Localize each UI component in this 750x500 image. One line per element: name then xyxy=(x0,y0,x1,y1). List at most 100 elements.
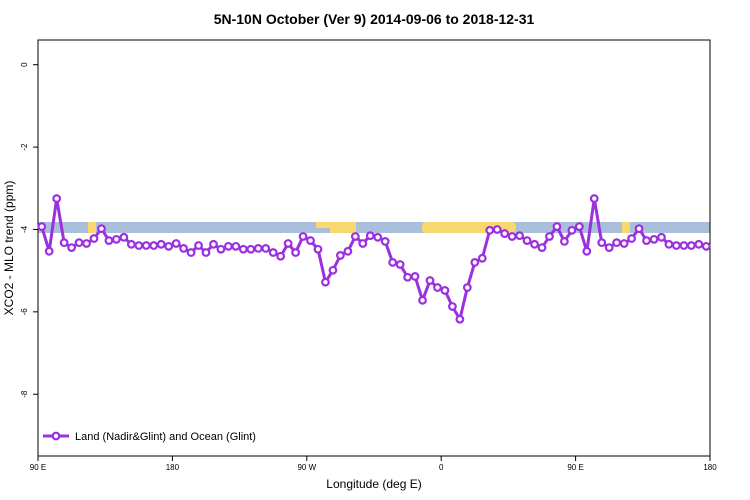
data-point xyxy=(321,277,330,287)
data-point xyxy=(246,244,256,254)
data-point xyxy=(104,236,114,245)
data-point xyxy=(403,272,413,282)
data-point xyxy=(500,229,510,238)
data-point xyxy=(657,232,666,242)
data-point xyxy=(134,241,144,250)
x-tick-label: 180 xyxy=(703,463,717,472)
y-axis-label: XCO2 - MLO trend (ppm) xyxy=(2,181,16,316)
y-tick-label: -6 xyxy=(20,308,29,316)
data-point xyxy=(67,243,76,252)
data-point xyxy=(194,241,203,250)
data-point xyxy=(261,244,271,253)
data-point xyxy=(477,253,487,263)
chart-title: 5N-10N October (Ver 9) 2014-09-06 to 201… xyxy=(214,11,535,27)
data-point xyxy=(97,224,106,234)
data-point xyxy=(597,238,607,248)
data-point xyxy=(313,244,323,254)
data-point xyxy=(380,237,390,246)
data-point xyxy=(470,258,480,267)
x-tick-label: 0 xyxy=(439,463,444,472)
data-point xyxy=(231,241,241,251)
data-point xyxy=(291,248,301,257)
data-point xyxy=(701,241,711,251)
data-point xyxy=(238,244,248,254)
data-point xyxy=(328,265,338,275)
legend-label: Land (Nadir&Glint) and Ocean (Glint) xyxy=(75,431,256,443)
data-point xyxy=(440,286,450,295)
data-point xyxy=(306,236,315,245)
y-tick-label: -2 xyxy=(20,143,29,151)
data-point xyxy=(276,251,286,261)
data-point xyxy=(433,283,442,292)
data-point xyxy=(455,314,465,324)
data-point xyxy=(253,244,263,253)
data-point xyxy=(649,234,659,244)
series-line xyxy=(40,197,707,321)
y-tick-label: -4 xyxy=(20,225,29,233)
data-point xyxy=(545,232,554,241)
data-point xyxy=(141,241,151,250)
data-point xyxy=(425,276,435,285)
x-tick-label: 90 E xyxy=(567,463,583,472)
data-point xyxy=(395,260,405,269)
data-point xyxy=(283,239,293,248)
data-point xyxy=(171,239,181,248)
y-tick-label: 0 xyxy=(20,62,29,67)
data-point xyxy=(612,238,622,248)
data-point xyxy=(627,234,636,243)
data-point xyxy=(537,243,547,252)
x-tick-label: 90 E xyxy=(30,463,46,472)
data-point xyxy=(679,241,689,250)
data-point xyxy=(186,248,196,257)
data-point xyxy=(373,232,383,242)
data-point xyxy=(410,272,420,281)
data-point xyxy=(589,194,599,203)
data-point xyxy=(119,232,129,242)
data-point xyxy=(82,239,91,248)
data-point xyxy=(156,239,166,249)
data-point xyxy=(126,239,136,249)
data-point xyxy=(530,239,539,249)
data-point xyxy=(111,234,121,244)
data-point xyxy=(686,241,696,250)
data-point xyxy=(515,231,524,241)
data-point xyxy=(268,248,278,257)
data-point xyxy=(672,241,681,250)
data-point xyxy=(574,222,584,231)
data-point xyxy=(209,239,218,249)
data-point xyxy=(507,232,517,241)
data-point xyxy=(552,222,562,231)
data-point xyxy=(462,283,472,292)
data-point xyxy=(358,239,368,248)
x-tick-label: 90 W xyxy=(297,463,316,472)
data-point xyxy=(418,295,427,305)
map-strip xyxy=(38,222,710,233)
x-tick-label: 180 xyxy=(166,463,180,472)
legend-marker xyxy=(51,431,61,441)
data-point xyxy=(664,239,674,249)
y-tick-label: -8 xyxy=(20,390,29,398)
data-point xyxy=(201,248,211,257)
data-point xyxy=(223,241,233,251)
data-point xyxy=(492,225,502,234)
data-point xyxy=(59,238,69,248)
data-point xyxy=(560,237,569,246)
data-point xyxy=(485,225,495,235)
data-point xyxy=(298,232,308,241)
data-point xyxy=(44,246,54,256)
data-point xyxy=(179,244,189,253)
data-point xyxy=(694,239,704,249)
data-point xyxy=(567,225,577,235)
data-point xyxy=(582,246,592,256)
data-point xyxy=(216,244,226,254)
data-point xyxy=(604,243,614,252)
data-point xyxy=(350,232,360,241)
data-point xyxy=(89,234,99,243)
data-point xyxy=(149,241,159,250)
data-point xyxy=(37,222,47,231)
data-point xyxy=(642,236,651,245)
data-point xyxy=(448,302,457,311)
data-point xyxy=(365,231,375,241)
data-point xyxy=(522,236,532,245)
